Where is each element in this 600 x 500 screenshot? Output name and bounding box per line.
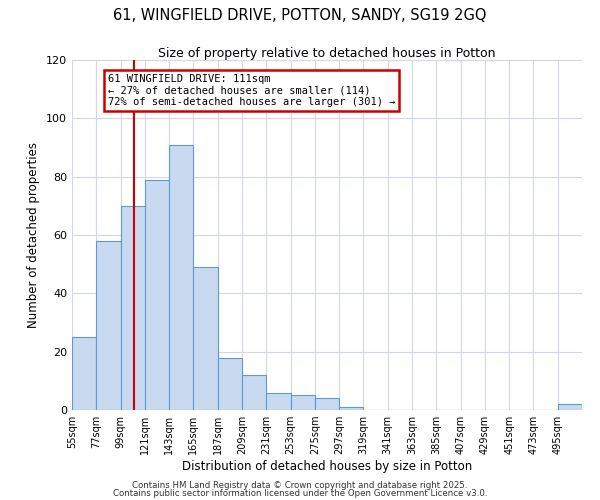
Bar bbox=[218, 358, 242, 410]
Text: Contains HM Land Registry data © Crown copyright and database right 2025.: Contains HM Land Registry data © Crown c… bbox=[132, 480, 468, 490]
Bar bbox=[290, 396, 315, 410]
Bar bbox=[72, 337, 96, 410]
Text: 61 WINGFIELD DRIVE: 111sqm
← 27% of detached houses are smaller (114)
72% of sem: 61 WINGFIELD DRIVE: 111sqm ← 27% of deta… bbox=[108, 74, 395, 107]
Bar bbox=[242, 375, 266, 410]
Bar bbox=[266, 392, 290, 410]
Bar bbox=[96, 241, 121, 410]
Title: Size of property relative to detached houses in Potton: Size of property relative to detached ho… bbox=[158, 47, 496, 60]
Bar bbox=[339, 407, 364, 410]
Bar bbox=[169, 144, 193, 410]
Bar bbox=[121, 206, 145, 410]
Text: Contains public sector information licensed under the Open Government Licence v3: Contains public sector information licen… bbox=[113, 489, 487, 498]
Y-axis label: Number of detached properties: Number of detached properties bbox=[28, 142, 40, 328]
Bar bbox=[145, 180, 169, 410]
X-axis label: Distribution of detached houses by size in Potton: Distribution of detached houses by size … bbox=[182, 460, 472, 473]
Text: 61, WINGFIELD DRIVE, POTTON, SANDY, SG19 2GQ: 61, WINGFIELD DRIVE, POTTON, SANDY, SG19… bbox=[113, 8, 487, 22]
Bar bbox=[315, 398, 339, 410]
Bar bbox=[193, 267, 218, 410]
Bar bbox=[558, 404, 582, 410]
